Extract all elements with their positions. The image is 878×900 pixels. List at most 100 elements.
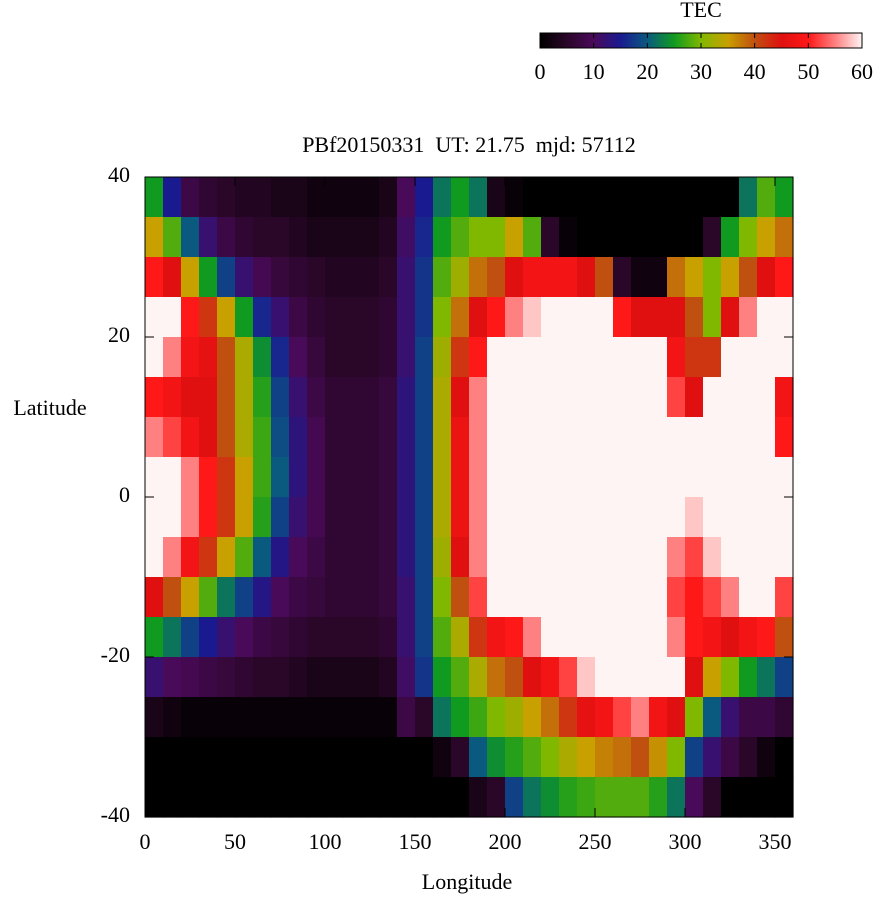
heatmap-cell bbox=[361, 257, 380, 298]
heatmap-cell bbox=[595, 777, 614, 818]
heatmap-cell bbox=[397, 417, 416, 458]
heatmap-cell bbox=[577, 657, 596, 698]
heatmap-cell bbox=[613, 617, 632, 658]
colorbar-tick-label: 20 bbox=[636, 59, 658, 84]
heatmap-cell bbox=[757, 217, 776, 258]
heatmap-cell bbox=[271, 337, 290, 378]
heatmap-cell bbox=[703, 457, 722, 498]
heatmap-cell bbox=[253, 297, 272, 338]
heatmap-cell bbox=[757, 417, 776, 458]
heatmap-cell bbox=[469, 337, 488, 378]
heatmap-cell bbox=[343, 617, 362, 658]
heatmap-cell bbox=[271, 697, 290, 738]
heatmap-cell bbox=[721, 657, 740, 698]
heatmap-cell bbox=[703, 777, 722, 818]
heatmap-cell bbox=[451, 377, 470, 418]
heatmap-cell bbox=[307, 497, 326, 538]
heatmap-cell bbox=[343, 257, 362, 298]
heatmap-cell bbox=[307, 577, 326, 618]
heatmap-cell bbox=[217, 417, 236, 458]
heatmap-cell bbox=[325, 457, 344, 498]
heatmap-cell bbox=[217, 737, 236, 778]
heatmap-cell bbox=[451, 297, 470, 338]
heatmap-cell bbox=[487, 537, 506, 578]
heatmap-cell bbox=[271, 457, 290, 498]
heatmap-cell bbox=[649, 257, 668, 298]
heatmap-cell bbox=[667, 657, 686, 698]
heatmap-cell bbox=[469, 697, 488, 738]
heatmap-cell bbox=[559, 537, 578, 578]
heatmap-cell bbox=[217, 337, 236, 378]
heatmap-cell bbox=[559, 377, 578, 418]
heatmap-cell bbox=[559, 617, 578, 658]
heatmap-cell bbox=[685, 457, 704, 498]
heatmap-cell bbox=[163, 617, 182, 658]
heatmap-cell bbox=[235, 697, 254, 738]
heatmap-cell bbox=[541, 537, 560, 578]
heatmap-cell bbox=[451, 617, 470, 658]
heatmap-cell bbox=[613, 297, 632, 338]
heatmap-cell bbox=[469, 537, 488, 578]
heatmap-cell bbox=[433, 737, 452, 778]
heatmap-cell bbox=[739, 617, 758, 658]
heatmap-cell bbox=[757, 497, 776, 538]
heatmap-cell bbox=[721, 497, 740, 538]
heatmap-cell bbox=[235, 537, 254, 578]
heatmap-cell bbox=[217, 457, 236, 498]
heatmap-cell bbox=[199, 497, 218, 538]
heatmap-cell bbox=[505, 737, 524, 778]
heatmap-cell bbox=[559, 257, 578, 298]
heatmap-cell bbox=[649, 217, 668, 258]
heatmap-cell bbox=[145, 697, 164, 738]
heatmap-cell bbox=[325, 537, 344, 578]
heatmap-cell bbox=[433, 777, 452, 818]
heatmap-cell bbox=[271, 617, 290, 658]
heatmap-cell bbox=[523, 297, 542, 338]
heatmap-cell bbox=[343, 377, 362, 418]
heatmap-cell bbox=[235, 657, 254, 698]
heatmap-cell bbox=[163, 417, 182, 458]
heatmap-cell bbox=[469, 297, 488, 338]
heatmap-cell bbox=[721, 457, 740, 498]
heatmap-cell bbox=[343, 177, 362, 218]
x-tick-label: 350 bbox=[759, 829, 792, 854]
heatmap-cell bbox=[415, 777, 434, 818]
heatmap-cell bbox=[613, 537, 632, 578]
heatmap-cell bbox=[379, 457, 398, 498]
heatmap-cell bbox=[775, 537, 794, 578]
heatmap-cell bbox=[289, 417, 308, 458]
heatmap-cell bbox=[523, 777, 542, 818]
heatmap-cell bbox=[271, 737, 290, 778]
heatmap-cell bbox=[199, 377, 218, 418]
heatmap-cell bbox=[271, 577, 290, 618]
heatmap-cell bbox=[613, 417, 632, 458]
colorbar-tick-label: 50 bbox=[797, 59, 819, 84]
heatmap-cell bbox=[379, 577, 398, 618]
heatmap-cell bbox=[757, 377, 776, 418]
heatmap-cell bbox=[739, 177, 758, 218]
heatmap-cell bbox=[649, 657, 668, 698]
heatmap-cell bbox=[343, 497, 362, 538]
heatmap-cell bbox=[505, 257, 524, 298]
x-tick-label: 250 bbox=[579, 829, 612, 854]
heatmap-cell bbox=[739, 737, 758, 778]
heatmap-cell bbox=[577, 257, 596, 298]
heatmap-cell bbox=[235, 337, 254, 378]
heatmap-cell bbox=[271, 217, 290, 258]
heatmap-cell bbox=[415, 657, 434, 698]
heatmap-cell bbox=[577, 497, 596, 538]
heatmap-cell bbox=[307, 737, 326, 778]
heatmap-cell bbox=[325, 577, 344, 618]
heatmap-cell bbox=[451, 777, 470, 818]
heatmap-cell bbox=[271, 537, 290, 578]
heatmap-cell bbox=[595, 337, 614, 378]
heatmap-cell bbox=[775, 217, 794, 258]
heatmap-cell bbox=[415, 337, 434, 378]
heatmap-cell bbox=[649, 337, 668, 378]
heatmap-cell bbox=[559, 217, 578, 258]
heatmap-cell bbox=[523, 737, 542, 778]
heatmap-cell bbox=[487, 257, 506, 298]
heatmap-cell bbox=[613, 497, 632, 538]
heatmap-cell bbox=[505, 697, 524, 738]
heatmap-cell bbox=[163, 537, 182, 578]
